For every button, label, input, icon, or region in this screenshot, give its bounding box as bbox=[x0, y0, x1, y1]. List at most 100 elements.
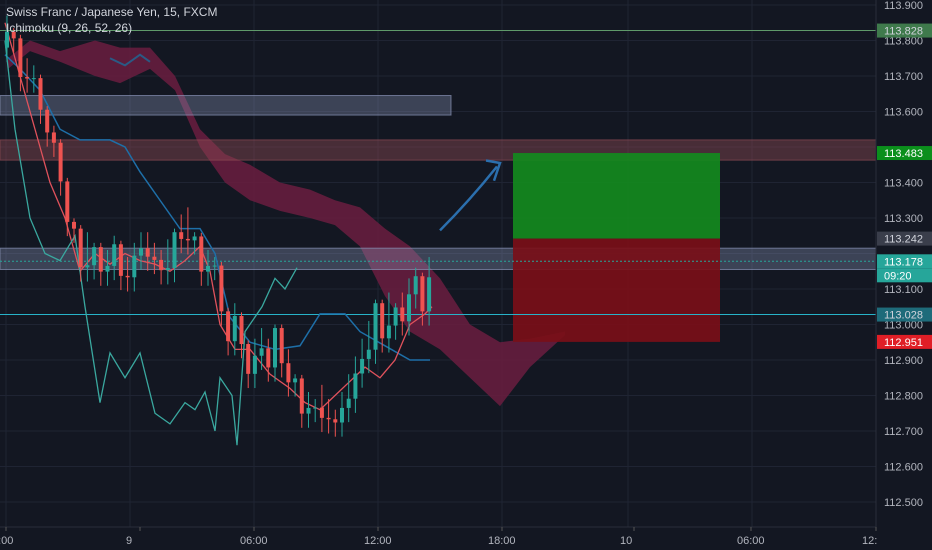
candle-body bbox=[239, 315, 244, 345]
price-label-box bbox=[877, 268, 932, 283]
candle-body bbox=[172, 232, 177, 269]
price-label-text: 113.242 bbox=[884, 234, 923, 246]
candle-body bbox=[252, 355, 257, 374]
candlesticks[interactable] bbox=[5, 15, 432, 437]
candle-body bbox=[380, 303, 385, 339]
candle-body bbox=[306, 407, 311, 414]
candle-body bbox=[51, 132, 56, 143]
candle-body bbox=[340, 407, 344, 423]
ichimoku-lines bbox=[4, 22, 433, 446]
candle-body bbox=[286, 363, 291, 383]
conversion-line bbox=[4, 22, 433, 411]
candle-body bbox=[232, 315, 237, 342]
price-tick-label: 113.700 bbox=[884, 71, 923, 83]
candle-body bbox=[92, 247, 97, 266]
price-label-text: 112.951 bbox=[884, 337, 923, 349]
lagging-span bbox=[4, 40, 298, 446]
target-zone bbox=[513, 153, 720, 239]
candle-body bbox=[273, 328, 277, 368]
time-tick-label: 06:00 bbox=[240, 535, 268, 547]
stop-zone bbox=[513, 238, 720, 342]
price-tick-label: 112.900 bbox=[884, 355, 923, 367]
price-axis[interactable]: 113.900 113.800 113.700 113.600 113.400 113.3… bbox=[875, 0, 932, 527]
candle-body bbox=[259, 348, 264, 356]
candle-body bbox=[333, 419, 338, 423]
candle-body bbox=[125, 275, 130, 278]
price-label-box bbox=[877, 146, 932, 161]
candle-body bbox=[279, 328, 284, 364]
time-tick-label: 10 bbox=[620, 535, 632, 547]
price-tick-label: 113.300 bbox=[884, 213, 923, 225]
price-tick-label: 112.500 bbox=[884, 497, 923, 509]
candle-body bbox=[206, 265, 210, 272]
price-label-box bbox=[877, 23, 932, 38]
price-tick-label: 112.700 bbox=[884, 426, 923, 438]
candle-body bbox=[427, 277, 432, 312]
price-tick-label: 113.900 bbox=[884, 0, 923, 12]
candle-body bbox=[299, 378, 304, 414]
candle-body bbox=[319, 407, 324, 418]
candle-body bbox=[266, 348, 271, 368]
candle-body bbox=[393, 307, 398, 326]
candle-body bbox=[346, 398, 351, 408]
price-tick-label: 113.400 bbox=[884, 178, 923, 190]
price-zone bbox=[0, 247, 877, 270]
candle-body bbox=[420, 276, 425, 312]
time-tick-label: 9 bbox=[126, 535, 132, 547]
candle-body bbox=[192, 236, 197, 241]
candle-body bbox=[11, 31, 16, 39]
candle-body bbox=[132, 255, 137, 278]
candle-body bbox=[78, 228, 83, 268]
arrow-head bbox=[485, 159, 502, 182]
candle-body bbox=[118, 244, 123, 276]
candle-body bbox=[400, 307, 405, 322]
symbol-title[interactable]: Swiss Franc / Japanese Yen, 15, FXCM bbox=[6, 5, 218, 19]
price-label-box bbox=[877, 334, 932, 349]
candle-body bbox=[226, 311, 231, 342]
candle-body bbox=[179, 232, 184, 239]
time-tick-label: 3:00 bbox=[0, 535, 13, 547]
candle-body bbox=[360, 358, 365, 374]
price-tick-label: 113.100 bbox=[884, 284, 923, 296]
candle-body bbox=[413, 276, 418, 295]
candle-body bbox=[98, 247, 103, 272]
price-tick-label: 112.600 bbox=[884, 462, 923, 474]
candle-body bbox=[212, 265, 217, 267]
time-tick-label: 18:00 bbox=[488, 535, 516, 547]
price-label-text: 113.028 bbox=[884, 310, 923, 322]
long-position-tool[interactable] bbox=[513, 153, 720, 342]
chart-legend: Swiss Franc / Japanese Yen, 15, FXCM Ich… bbox=[6, 4, 217, 36]
candle-body bbox=[58, 142, 63, 182]
candle-body bbox=[45, 109, 50, 133]
candle-body bbox=[5, 31, 9, 48]
price-label-box bbox=[877, 254, 932, 269]
candle-body bbox=[386, 325, 391, 339]
time-axis[interactable]: 3:00 9 06:00 12:00 18:00 10 06:00 12: bbox=[0, 526, 877, 547]
price-label-text: 113.178 bbox=[884, 256, 923, 268]
candle-body bbox=[353, 373, 358, 399]
cloud-edge bbox=[109, 53, 151, 67]
price-label-text: 113.828 bbox=[884, 26, 923, 38]
time-tick-label: 06:00 bbox=[737, 535, 765, 547]
indicator-label[interactable]: Ichimoku (9, 26, 52, 26) bbox=[6, 21, 133, 35]
grid-lines bbox=[0, 0, 876, 527]
candle-body bbox=[366, 349, 371, 359]
candle-body bbox=[313, 407, 318, 409]
price-tick-label: 113.600 bbox=[884, 107, 923, 119]
arrow-shaft bbox=[439, 165, 498, 232]
candle-body bbox=[38, 78, 43, 110]
price-tick-label: 113.800 bbox=[884, 36, 923, 48]
candle-body bbox=[326, 417, 331, 420]
candle-body bbox=[72, 221, 76, 229]
base-line bbox=[4, 54, 430, 361]
candle-body bbox=[112, 244, 117, 266]
price-label-box bbox=[877, 231, 932, 246]
candle-body bbox=[159, 259, 164, 271]
candle-body bbox=[85, 265, 90, 268]
candle-body bbox=[145, 248, 150, 257]
price-label-box bbox=[877, 307, 932, 322]
candle-body bbox=[152, 256, 157, 260]
trend-arrow[interactable] bbox=[439, 159, 502, 232]
candle-body bbox=[185, 238, 190, 241]
